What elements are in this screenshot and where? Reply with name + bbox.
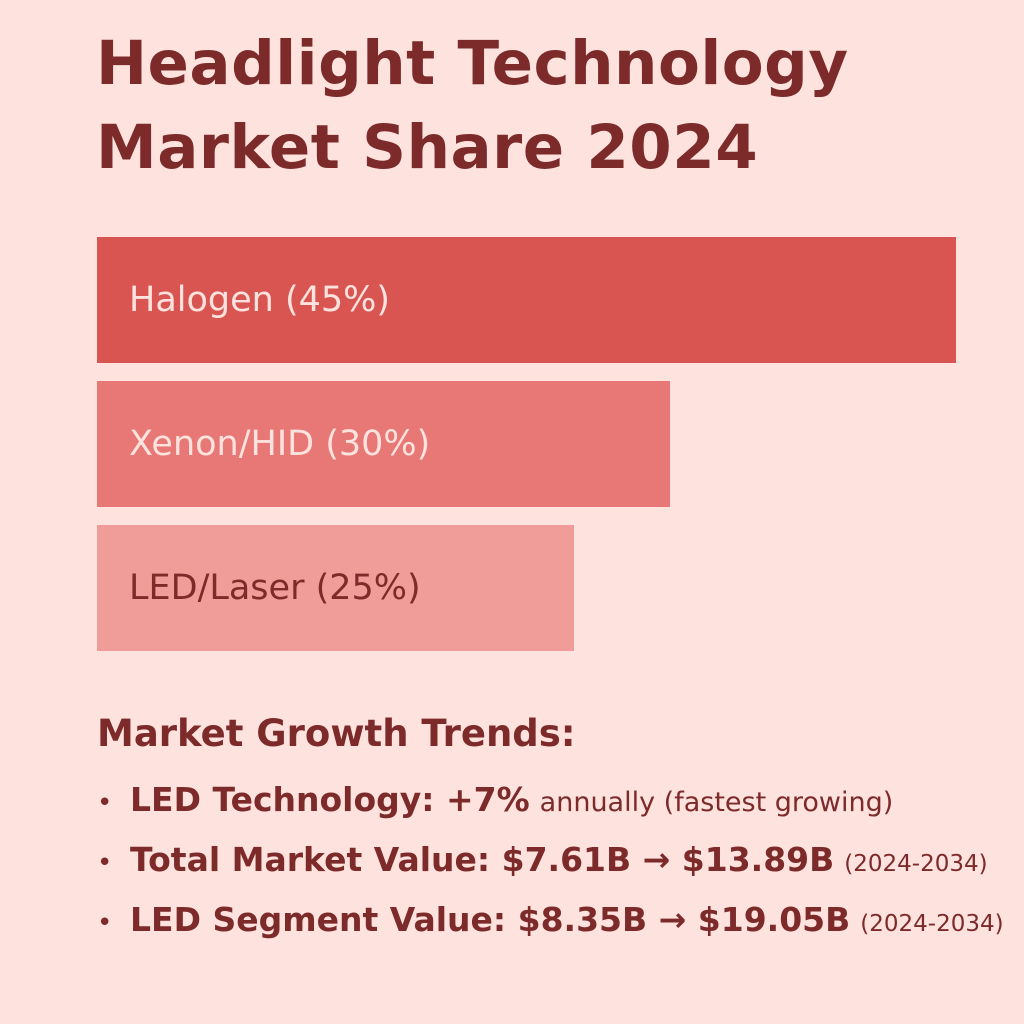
chart-title-line-1: Headlight Technology [96,28,849,99]
trend-main: LED Technology: +7% [130,780,530,819]
trend-sub: annually (fastest growing) [539,787,894,818]
trends-heading: Market Growth Trends: [97,712,576,755]
bullet-icon: • [97,908,113,938]
trend-main: LED Segment Value: $8.35B → $19.05B [130,900,851,939]
bar-1: Halogen (45%) [97,237,956,363]
chart-title-line-2: Market Share 2024 [96,112,759,183]
bar-3: LED/Laser (25%) [97,525,574,651]
trend-list: • LED Technology: +7% annually (fastest … [97,780,1004,960]
bullet-icon: • [97,848,113,878]
trend-item-led-segment: • LED Segment Value: $8.35B → $19.05B (2… [97,900,1004,960]
chart-title: Headlight Technology Market Share 2024 [96,22,849,190]
trend-period: (2024-2034) [860,911,1004,937]
bar-2: Xenon/HID (30%) [97,381,670,507]
bar-label: Halogen (45%) [129,280,391,320]
trend-main: Total Market Value: $7.61B → $13.89B [130,840,835,879]
trend-item-led-technology: • LED Technology: +7% annually (fastest … [97,780,1004,840]
trend-period: (2024-2034) [844,851,988,877]
bar-label: Xenon/HID (30%) [129,424,431,464]
bullet-icon: • [97,788,113,818]
bar-chart: Halogen (45%) Xenon/HID (30%) LED/Laser (2… [97,237,956,651]
trend-item-total-market: • Total Market Value: $7.61B → $13.89B (… [97,840,1004,900]
bar-label: LED/Laser (25%) [129,568,421,608]
